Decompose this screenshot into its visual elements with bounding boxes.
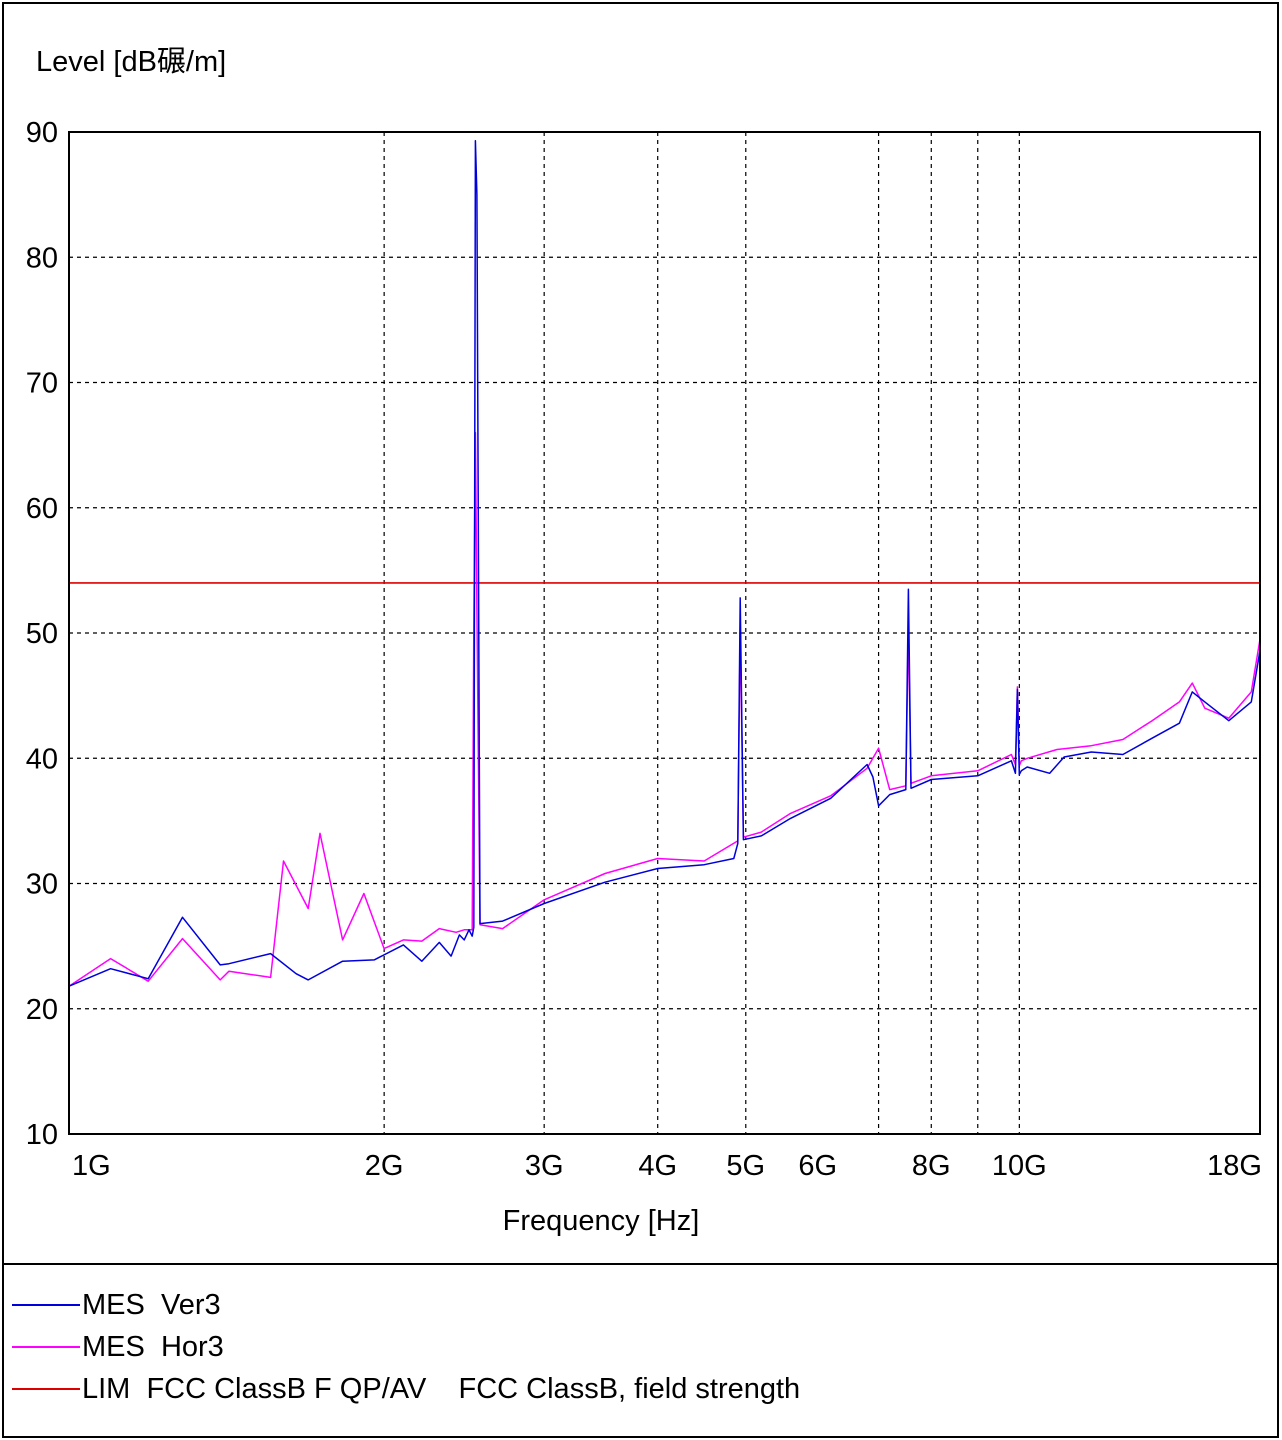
y-tick-label: 70 [26,368,58,400]
x-axis-label: Frequency [Hz] [503,1205,700,1237]
series-lines [68,140,1261,987]
x-tick-label: 18G [1207,1150,1262,1182]
chart-plot: Level [dB碾/m] Frequency [Hz] 10 20 30 40 50 6… [26,46,1262,1237]
x-tick-label: 5G [726,1150,765,1182]
legend-label-limit: LIM FCC ClassB F QP/AV FCC ClassB, field… [82,1372,801,1405]
grid [69,131,1260,1134]
y-tick-labels: 10 20 30 40 50 60 70 80 90 [26,117,58,1151]
y-axis-label: Level [dB碾/m] [36,46,226,78]
y-tick-label: 20 [26,994,58,1026]
legend-divider [4,1263,1279,1265]
x-tick-label: 1G [72,1150,111,1182]
y-tick-label: 90 [26,117,58,149]
y-tick-label: 10 [26,1119,58,1151]
y-tick-label: 80 [26,242,58,274]
series-line-0 [68,140,1261,987]
y-tick-label: 30 [26,869,58,901]
legend-swatch-hor3 [12,1346,80,1348]
plot-area-border [68,131,1261,1135]
legend-item-limit: LIM FCC ClassB F QP/AV FCC ClassB, field… [12,1369,800,1409]
legend-item-ver3: MES Ver3 [12,1285,221,1325]
legend-item-hor3: MES Hor3 [12,1327,224,1367]
x-tick-label: 4G [638,1150,677,1182]
x-tick-label: 6G [798,1150,837,1182]
x-tick-label: 8G [912,1150,951,1182]
legend-label-hor3: MES Hor3 [82,1330,224,1363]
y-tick-label: 40 [26,743,58,775]
x-tick-label: 2G [365,1150,404,1182]
legend-swatch-ver3 [12,1304,80,1306]
y-tick-label: 60 [26,493,58,525]
x-tick-label: 10G [992,1150,1047,1182]
y-tick-label: 50 [26,618,58,650]
x-tick-label: 3G [525,1150,564,1182]
legend-label-ver3: MES Ver3 [82,1288,221,1321]
series-line-1 [68,431,1261,987]
legend-swatch-limit [12,1388,80,1390]
x-tick-labels: 1G 2G 3G 4G 5G 6G 8G 10G 18G [72,1150,1262,1182]
